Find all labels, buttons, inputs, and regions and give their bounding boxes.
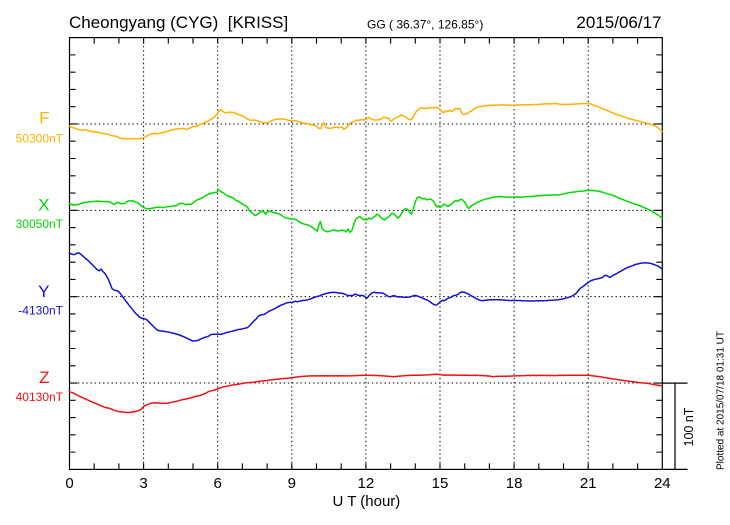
- svg-text:-4130nT: -4130nT: [18, 304, 63, 318]
- svg-text:Z: Z: [39, 368, 49, 387]
- svg-text:24: 24: [654, 475, 671, 492]
- svg-text:Cheongyang (CYG) [KRISS]: Cheongyang (CYG) [KRISS]: [69, 13, 288, 32]
- svg-text:Plotted at 2015/07/18 01:31 UT: Plotted at 2015/07/18 01:31 UT: [716, 331, 727, 470]
- svg-text:GG ( 36.37°, 126.85°): GG ( 36.37°, 126.85°): [367, 17, 483, 31]
- svg-text:30050nT: 30050nT: [16, 217, 64, 231]
- svg-text:U T (hour): U T (hour): [332, 493, 400, 510]
- svg-text:18: 18: [506, 475, 523, 492]
- svg-text:2015/06/17: 2015/06/17: [576, 13, 661, 32]
- svg-text:12: 12: [358, 475, 375, 492]
- svg-text:15: 15: [432, 475, 449, 492]
- svg-text:0: 0: [65, 475, 73, 492]
- svg-text:X: X: [38, 196, 49, 215]
- svg-text:Y: Y: [38, 282, 49, 301]
- svg-text:F: F: [39, 109, 49, 128]
- svg-text:100 nT: 100 nT: [682, 407, 696, 446]
- svg-text:9: 9: [288, 475, 296, 492]
- svg-text:40130nT: 40130nT: [16, 390, 64, 404]
- svg-text:6: 6: [214, 475, 222, 492]
- svg-text:3: 3: [139, 475, 147, 492]
- svg-text:50300nT: 50300nT: [16, 132, 64, 146]
- svg-text:21: 21: [580, 475, 597, 492]
